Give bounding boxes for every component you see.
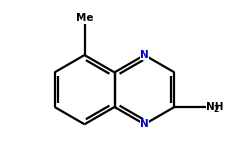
Text: Me: Me xyxy=(76,13,93,23)
Text: N: N xyxy=(140,50,149,60)
Text: 2: 2 xyxy=(213,105,219,114)
Text: NH: NH xyxy=(206,102,224,112)
Text: N: N xyxy=(140,119,149,129)
